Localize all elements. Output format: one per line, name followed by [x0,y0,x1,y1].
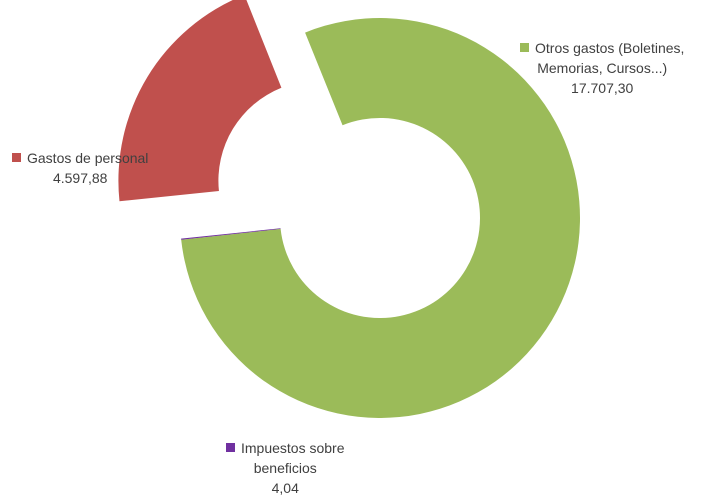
label-gastos-personal: Gastos de personal 4.597,88 [12,148,148,188]
label-otros-gastos: Otros gastos (Boletines, Memorias, Curso… [520,38,684,98]
donut-slice-0 [181,17,580,418]
label-impuestos: Impuestos sobre beneficios 4,04 [226,438,345,498]
label-impuestos-name-2: beneficios [253,460,317,476]
label-gastos-personal-name: Gastos de personal [27,150,149,166]
label-impuestos-value: 4,04 [271,480,299,496]
donut-slice-2 [118,0,282,202]
donut-slice-1 [181,228,281,240]
label-otros-gastos-name-2: Memorias, Cursos...) [537,60,668,76]
label-gastos-personal-value: 4.597,88 [52,170,108,186]
label-otros-gastos-value: 17.707,30 [571,80,634,96]
legend-swatch-impuestos [226,443,235,452]
label-otros-gastos-name-1: Otros gastos (Boletines, [535,40,685,56]
legend-swatch-gastos-personal [12,153,21,162]
legend-swatch-otros-gastos [520,43,529,52]
label-impuestos-name-1: Impuestos sobre [241,440,345,456]
